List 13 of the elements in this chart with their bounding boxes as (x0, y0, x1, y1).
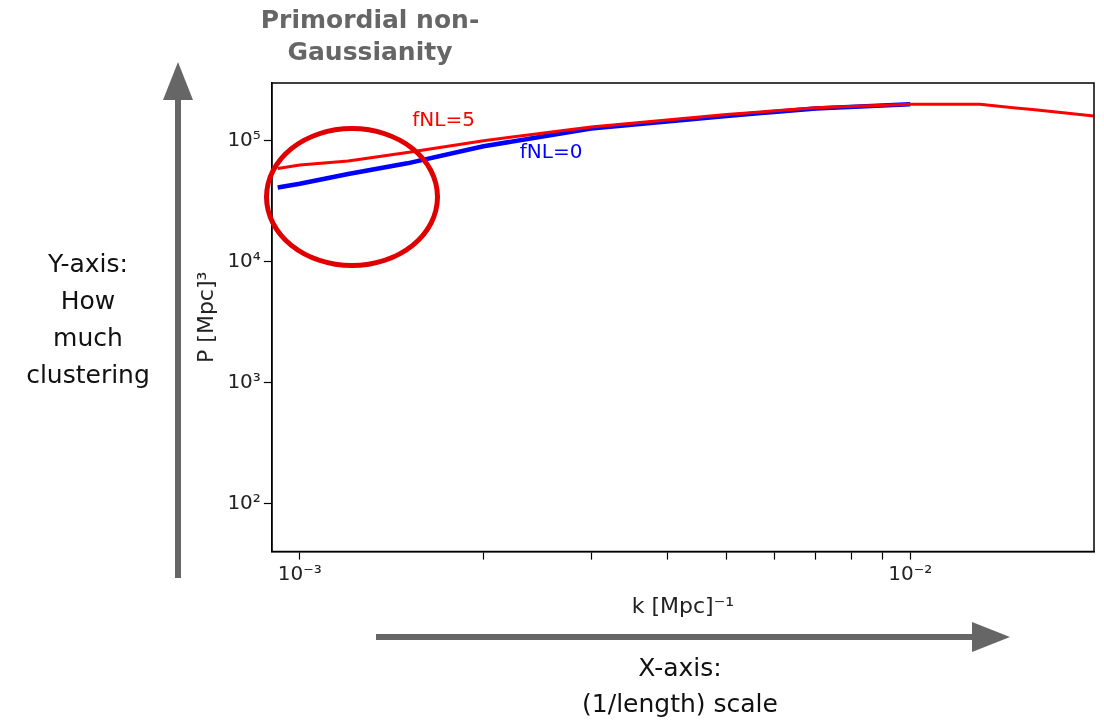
y-tick-label: 10⁵ (227, 126, 261, 151)
chart-title: Primordial non-Gaussianity (259, 4, 481, 68)
text: Y-axis: How much clustering (25, 248, 151, 391)
x-tick-label: 10⁻³ (277, 560, 322, 585)
x-tick-label: 10⁻² (888, 560, 933, 585)
y-axis-title: P [Mpc]³ (192, 271, 218, 363)
y-tick-label: 10⁴ (227, 247, 261, 272)
x-axis-title: k [Mpc]⁻¹ (631, 592, 735, 618)
text: X-axis: (1/length) scale (581, 652, 779, 720)
series-label: fNL=0 (519, 138, 583, 163)
y-tick-label: 10² (227, 489, 261, 514)
series-label: fNL=5 (412, 106, 475, 131)
y-tick-label: 10³ (227, 368, 261, 393)
